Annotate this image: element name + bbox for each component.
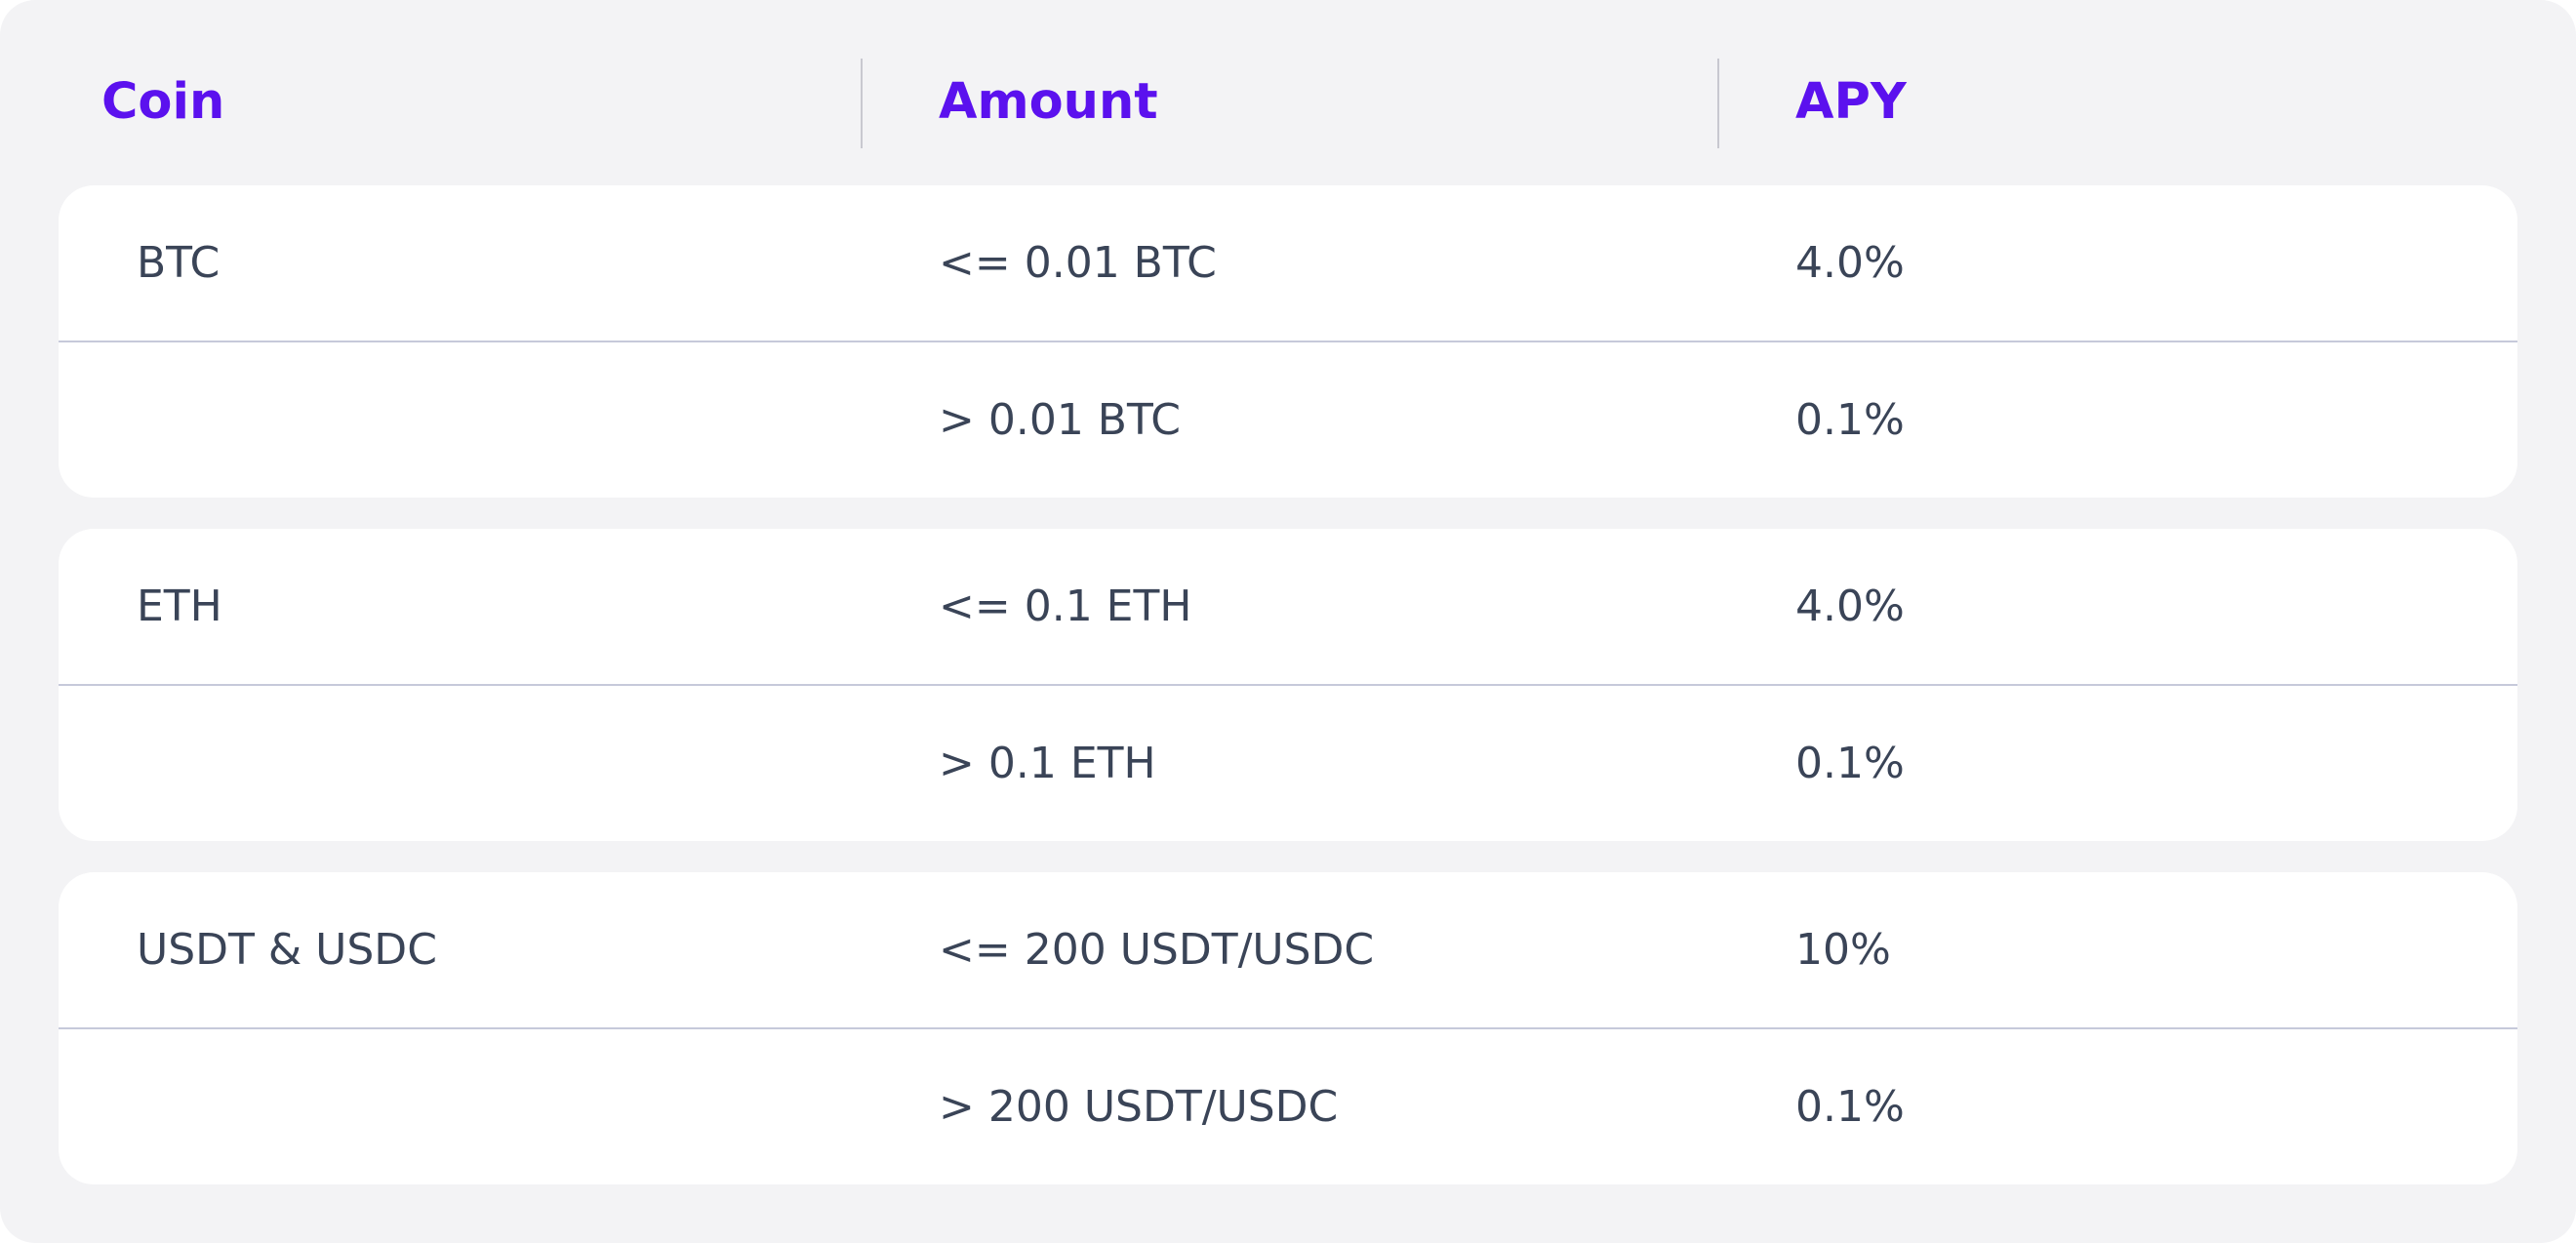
coin-group-btc: BTC <= 0.01 BTC 4.0% > 0.01 BTC 0.1% [59, 185, 2517, 498]
apy-cell: 4.0% [1795, 581, 1905, 631]
amount-cell: > 0.01 BTC [939, 395, 1182, 445]
amount-cell: <= 0.01 BTC [939, 238, 1217, 288]
table-row: USDT & USDC <= 200 USDT/USDC 10% [59, 872, 2517, 1027]
table-row: > 0.01 BTC 0.1% [59, 342, 2517, 498]
table-row: BTC <= 0.01 BTC 4.0% [59, 185, 2517, 341]
table-row: ETH <= 0.1 ETH 4.0% [59, 529, 2517, 684]
row-divider [59, 1027, 2517, 1029]
header-apy: APY [1795, 73, 1907, 131]
apy-cell: 0.1% [1795, 1082, 1905, 1132]
coin-group-eth: ETH <= 0.1 ETH 4.0% > 0.1 ETH 0.1% [59, 529, 2517, 841]
coin-group-usdt-usdc: USDT & USDC <= 200 USDT/USDC 10% > 200 U… [59, 872, 2517, 1184]
row-divider [59, 341, 2517, 342]
coin-cell: BTC [137, 238, 221, 288]
coin-cell: USDT & USDC [137, 925, 437, 975]
table-row: > 200 USDT/USDC 0.1% [59, 1029, 2517, 1184]
column-divider [1717, 59, 1719, 148]
header-amount: Amount [939, 73, 1158, 131]
apy-cell: 0.1% [1795, 739, 1905, 788]
apy-cell: 4.0% [1795, 238, 1905, 288]
amount-cell: <= 0.1 ETH [939, 581, 1192, 631]
apy-cell: 10% [1795, 925, 1891, 975]
coin-cell: ETH [137, 581, 222, 631]
amount-cell: > 0.1 ETH [939, 739, 1156, 788]
amount-cell: > 200 USDT/USDC [939, 1082, 1339, 1132]
table-header: Coin Amount APY [0, 0, 2576, 185]
table-row: > 0.1 ETH 0.1% [59, 686, 2517, 841]
amount-cell: <= 200 USDT/USDC [939, 925, 1375, 975]
apy-cell: 0.1% [1795, 395, 1905, 445]
row-divider [59, 684, 2517, 686]
header-coin: Coin [101, 73, 225, 131]
column-divider [861, 59, 863, 148]
